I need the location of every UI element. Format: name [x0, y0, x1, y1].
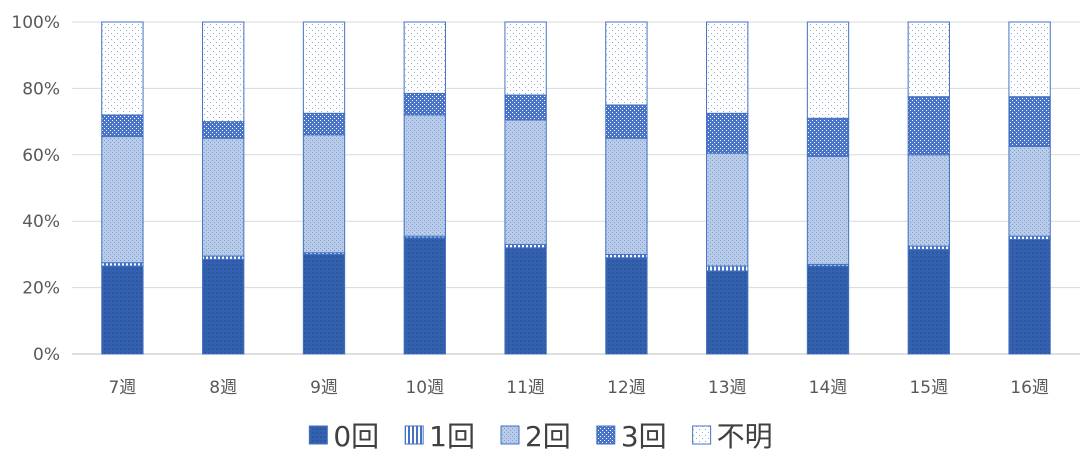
y-tick-label: 80%: [22, 79, 60, 99]
y-axis-tick-labels: 0% 20% 40% 60% 80% 100%: [11, 13, 60, 365]
bar-segment: [403, 237, 446, 355]
legend-swatch: [692, 425, 712, 445]
x-tick-label: 13週: [708, 378, 747, 398]
x-axis-tick-labels: 7週 8週 9週 10週 11週 12週 13週 14週 15週 16週: [108, 378, 1048, 398]
legend-label: 1回: [429, 420, 475, 450]
x-tick-label: 10週: [405, 378, 444, 398]
bar-segment: [706, 112, 749, 154]
x-tick-label: 15週: [909, 378, 948, 398]
x-tick-label: 9週: [310, 378, 338, 398]
legend-item: 3回: [596, 420, 667, 450]
x-tick-label: 16週: [1010, 378, 1049, 398]
bar-segment: [1008, 21, 1051, 98]
bar-segment: [907, 96, 950, 156]
bar-segment: [101, 265, 144, 355]
legend-label: 3回: [621, 420, 667, 450]
bar-segment: [504, 21, 547, 96]
y-tick-label: 40%: [22, 212, 60, 232]
bar-segment: [202, 258, 245, 355]
legend-swatch: [500, 425, 520, 445]
bar-segment: [1008, 96, 1051, 147]
bar-segment: [302, 253, 346, 355]
bar-segment: [403, 92, 446, 116]
bar-segment: [706, 152, 749, 267]
bar-segment: [202, 121, 245, 139]
y-tick-label: 100%: [11, 13, 60, 33]
legend: 0回 1回 2回 3回 不明: [308, 420, 773, 450]
x-tick-label: 8週: [209, 378, 237, 398]
y-tick-label: 0%: [33, 345, 60, 365]
legend-swatch: [308, 425, 328, 445]
legend-swatch: [404, 425, 424, 445]
bar-segment: [504, 247, 547, 355]
bar-segment: [706, 270, 749, 355]
bar-segment: [202, 137, 245, 257]
legend-label: 不明: [717, 420, 773, 450]
bar-segment: [302, 21, 346, 114]
bar-segment: [806, 155, 850, 265]
bar-segment: [806, 265, 850, 355]
bar-segment: [504, 119, 547, 245]
x-tick-label: 11週: [506, 378, 545, 398]
bar-segment: [101, 114, 144, 138]
bar-segment: [605, 137, 648, 255]
bar-segment: [403, 114, 446, 237]
legend-item: 1回: [404, 420, 475, 450]
bar-segment: [907, 154, 950, 247]
x-tick-label: 14週: [809, 378, 848, 398]
x-tick-label: 7週: [108, 378, 136, 398]
legend-swatch: [596, 425, 616, 445]
bar-segment: [605, 257, 648, 355]
bar-segment: [907, 248, 950, 355]
bar-segment: [1008, 146, 1051, 237]
bar-segment: [302, 134, 346, 254]
bar-segment: [605, 104, 648, 139]
bars: [101, 21, 1051, 355]
y-tick-label: 20%: [22, 279, 60, 299]
legend-item: 2回: [500, 420, 571, 450]
x-tick-label: 12週: [607, 378, 646, 398]
bar-segment: [605, 21, 648, 106]
bar-segment: [202, 21, 245, 123]
legend-item: 0回: [308, 420, 379, 450]
bar-segment: [706, 265, 749, 272]
bar-segment: [706, 21, 749, 114]
bar-segment: [806, 21, 850, 119]
bar-segment: [1008, 238, 1051, 355]
bar-segment: [504, 94, 547, 121]
y-tick-label: 60%: [22, 146, 60, 166]
legend-item: 不明: [692, 420, 773, 450]
legend-label: 0回: [333, 420, 379, 450]
bar-segment: [806, 117, 850, 157]
bar-segment: [907, 21, 950, 98]
bar-segment: [101, 21, 144, 116]
legend-label: 2回: [525, 420, 571, 450]
bar-segment: [101, 136, 144, 264]
bar-segment: [403, 21, 446, 94]
bar-segment: [302, 112, 346, 136]
